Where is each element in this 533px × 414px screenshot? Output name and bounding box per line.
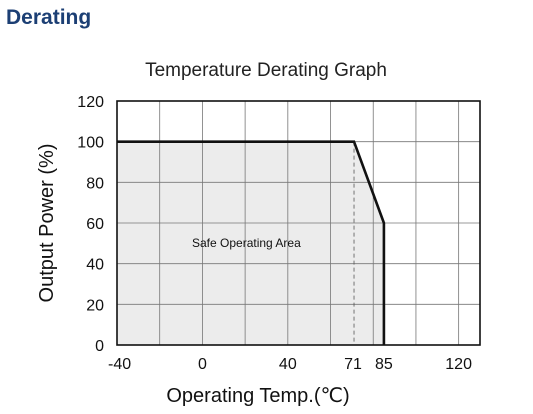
- y-tick-label: 80: [86, 175, 104, 192]
- x-axis-label: Operating Temp.(℃): [166, 385, 349, 407]
- y-tick-label: 100: [77, 135, 104, 152]
- x-tick-label: 40: [279, 356, 297, 373]
- y-tick-label: 20: [86, 297, 104, 314]
- x-tick-label: 71: [344, 356, 362, 373]
- x-tick-label: -40: [108, 356, 131, 373]
- plot-frame: [116, 100, 481, 346]
- annotation-safe-operating-area: Safe Operating Area: [192, 236, 301, 250]
- x-tick-label: 0: [198, 356, 207, 373]
- x-tick-label: 85: [375, 356, 393, 373]
- y-axis-label: Output Power (%): [36, 144, 58, 303]
- x-tick-label: 120: [445, 356, 472, 373]
- chart-title: Temperature Derating Graph: [145, 60, 387, 81]
- derating-curve: [117, 140, 386, 345]
- section-heading: Derating: [6, 6, 92, 29]
- y-tick-label: 60: [86, 216, 104, 233]
- safe-operating-area-fill: [117, 141, 384, 345]
- y-tick-label: 120: [77, 94, 104, 111]
- y-tick-label: 40: [86, 257, 104, 274]
- y-tick-label: 0: [95, 338, 104, 355]
